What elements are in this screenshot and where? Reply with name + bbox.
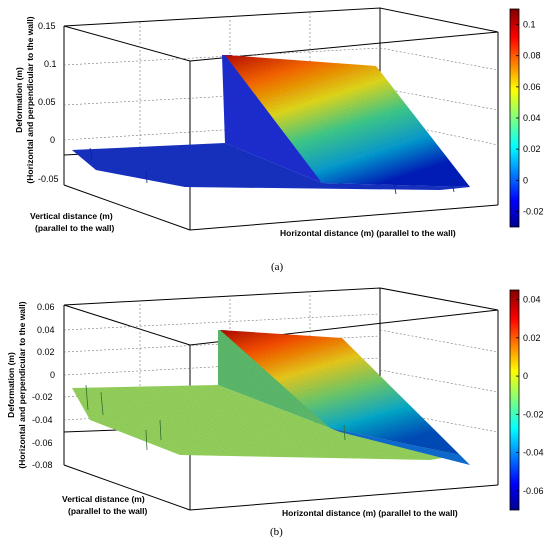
- panel-a-zlabel-2: (Horizontal and perpendicular to the wal…: [25, 16, 35, 183]
- panel-b-box-bottom-front: [189, 484, 499, 511]
- colorbar-tick-label: 0.04: [523, 295, 541, 305]
- panel-b: -0.08 -0.06 -0.04 -0.02 0 0.02 0.04 0.06…: [6, 287, 544, 538]
- panel-b-zt-0: -0.08: [32, 460, 53, 470]
- panel-b-lower-ramp: [330, 428, 470, 465]
- panel-b-box-top-right: [379, 287, 499, 311]
- panel-b-zt-4: 0: [50, 370, 55, 380]
- panel-b-zt-2: -0.04: [32, 415, 53, 425]
- colorbar-tick-label: -0.06: [523, 486, 544, 496]
- colorbar-tick-label: 0.02: [523, 333, 541, 343]
- panel-b-zt-1: -0.06: [32, 438, 53, 448]
- panel-b-colorbar: [509, 289, 520, 511]
- panel-a-surface: [72, 55, 470, 190]
- panel-a-box-bottom-left: [63, 184, 191, 231]
- panel-b-zt-7: 0.06: [37, 302, 55, 312]
- panel-b-slope: [220, 330, 460, 455]
- panel-a: -0.05 0 0.05 0.1 0.15 Deformation (m) (H…: [14, 7, 544, 273]
- colorbar-tick-label: 0.04: [523, 113, 541, 123]
- colorbar-tick-label: -0.04: [523, 448, 544, 458]
- panel-a-zlabel-1: Deformation (m): [14, 67, 24, 133]
- panel-b-zlabel-1: Deformation (m): [6, 352, 16, 418]
- panel-a-zt-0: -0.05: [38, 174, 59, 184]
- panel-b-surface: [72, 330, 470, 465]
- panel-a-spikes: [89, 147, 455, 195]
- panel-b-step-wall: [218, 330, 330, 428]
- colorbar-tick-label: 0.02: [523, 144, 541, 154]
- panel-b-ylabel-2: (parallel to the wall): [68, 506, 148, 516]
- panel-a-zt-1: 0: [50, 135, 55, 145]
- panel-b-box-top-left: [63, 304, 191, 346]
- panel-b-colorbar-ticks: -0.06 -0.04 -0.02 0 0.02 0.04: [516, 295, 544, 496]
- panel-a-box-top-right: [379, 7, 499, 33]
- panel-a-step-wall: [222, 55, 322, 183]
- colorbar-tick-label: -0.02: [523, 206, 544, 216]
- panel-b-zt-3: -0.02: [32, 392, 53, 402]
- panel-b-ylabel-1: Vertical distance (m): [62, 494, 145, 504]
- panel-b-flat-plane: [72, 385, 460, 460]
- panel-a-box-top-left: [63, 25, 191, 62]
- panel-a-flat-plane: [72, 143, 470, 190]
- panel-b-box-bottom-left: [63, 464, 191, 511]
- panel-a-z-ticks: -0.05 0 0.05 0.1 0.15: [38, 21, 59, 184]
- panel-b-spikes: [85, 384, 346, 451]
- panel-a-zt-4: 0.15: [38, 21, 56, 31]
- panel-b-zlabel-2: (Horizontal and perpendicular to the wal…: [17, 301, 27, 468]
- panel-b-z-ticks: -0.08 -0.06 -0.04 -0.02 0 0.02 0.04 0.06: [32, 302, 55, 470]
- colorbar-tick-label: -0.02: [523, 409, 544, 419]
- panel-a-ylabel-2: (parallel to the wall): [35, 223, 115, 233]
- colorbar-tick-label: 0.1: [523, 20, 536, 30]
- panel-a-box-bottom-front: [189, 204, 499, 231]
- panel-b-caption: (b): [270, 526, 283, 538]
- panel-a-ylabel-1: Vertical distance (m): [30, 211, 113, 221]
- panel-b-xlabel: Horizontal distance (m) (parallel to the…: [282, 508, 458, 518]
- colorbar-tick-label: 0: [523, 371, 528, 381]
- panel-a-xlabel: Horizontal distance (m) (parallel to the…: [280, 228, 456, 238]
- panel-a-zt-3: 0.1: [44, 59, 57, 69]
- panel-a-slope: [225, 55, 470, 187]
- colorbar-tick-label: 0: [523, 175, 528, 185]
- panel-b-zt-6: 0.04: [37, 325, 55, 335]
- panel-a-colorbar-ticks: -0.02 0 0.02 0.04 0.06 0.08 0.1: [516, 20, 544, 216]
- panel-a-box-top-front: [189, 31, 499, 62]
- colorbar-tick-label: 0.06: [523, 82, 541, 92]
- panel-a-zt-2: 0.05: [38, 97, 56, 107]
- panel-a-caption: (a): [271, 261, 284, 273]
- colorbar-tick-label: 0.08: [523, 51, 541, 61]
- panel-b-zt-5: 0.02: [37, 347, 55, 357]
